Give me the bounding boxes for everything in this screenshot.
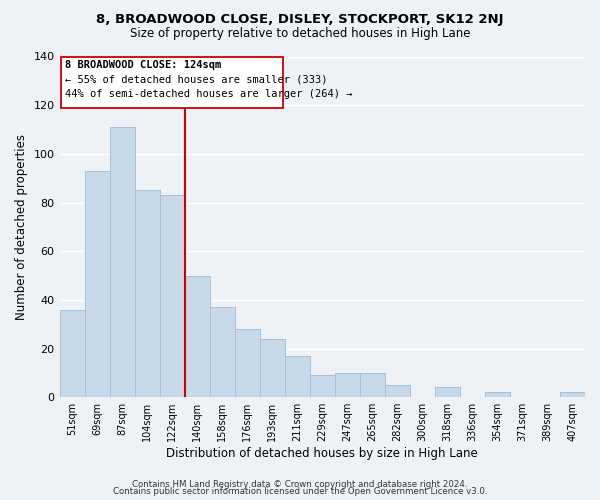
- Bar: [110, 127, 134, 397]
- Bar: [285, 356, 310, 397]
- Bar: [435, 388, 460, 397]
- Text: 8, BROADWOOD CLOSE, DISLEY, STOCKPORT, SK12 2NJ: 8, BROADWOOD CLOSE, DISLEY, STOCKPORT, S…: [96, 12, 504, 26]
- Bar: [85, 171, 110, 397]
- Bar: [485, 392, 510, 397]
- Bar: [560, 392, 585, 397]
- Bar: [160, 195, 185, 397]
- Text: Contains public sector information licensed under the Open Government Licence v3: Contains public sector information licen…: [113, 487, 487, 496]
- Text: Contains HM Land Registry data © Crown copyright and database right 2024.: Contains HM Land Registry data © Crown c…: [132, 480, 468, 489]
- Y-axis label: Number of detached properties: Number of detached properties: [15, 134, 28, 320]
- Bar: [185, 276, 209, 397]
- Bar: [260, 339, 285, 397]
- Bar: [310, 376, 335, 397]
- Bar: [209, 307, 235, 397]
- Bar: [235, 329, 260, 397]
- Bar: [335, 373, 360, 397]
- FancyBboxPatch shape: [61, 56, 283, 108]
- Bar: [59, 310, 85, 397]
- Text: 8 BROADWOOD CLOSE: 124sqm: 8 BROADWOOD CLOSE: 124sqm: [65, 60, 221, 70]
- X-axis label: Distribution of detached houses by size in High Lane: Distribution of detached houses by size …: [166, 447, 478, 460]
- Text: ← 55% of detached houses are smaller (333): ← 55% of detached houses are smaller (33…: [65, 74, 327, 85]
- Bar: [385, 385, 410, 397]
- Text: 44% of semi-detached houses are larger (264) →: 44% of semi-detached houses are larger (…: [65, 89, 352, 99]
- Text: Size of property relative to detached houses in High Lane: Size of property relative to detached ho…: [130, 28, 470, 40]
- Bar: [134, 190, 160, 397]
- Bar: [360, 373, 385, 397]
